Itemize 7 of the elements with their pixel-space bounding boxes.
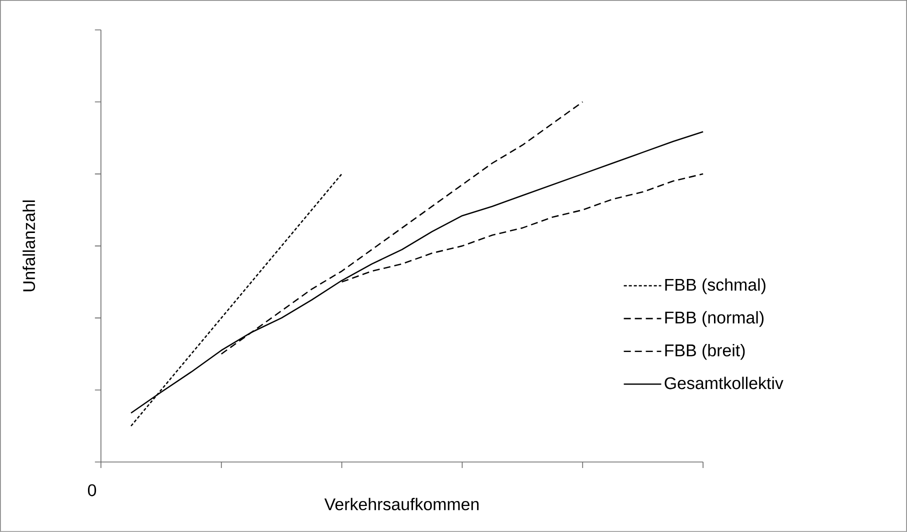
text: 0 [88,484,96,496]
y-axis-title: Unfallanzahl [22,200,36,292]
x-axis-title: Verkehrsaufkommen [324,498,479,510]
legend-label: FBB (normal) [665,311,764,327]
legend-label: FBB (breit) [665,344,745,360]
legend-label: Gesamtkollektiv [664,376,784,390]
legend-label: FBB (schmal) [665,278,766,294]
